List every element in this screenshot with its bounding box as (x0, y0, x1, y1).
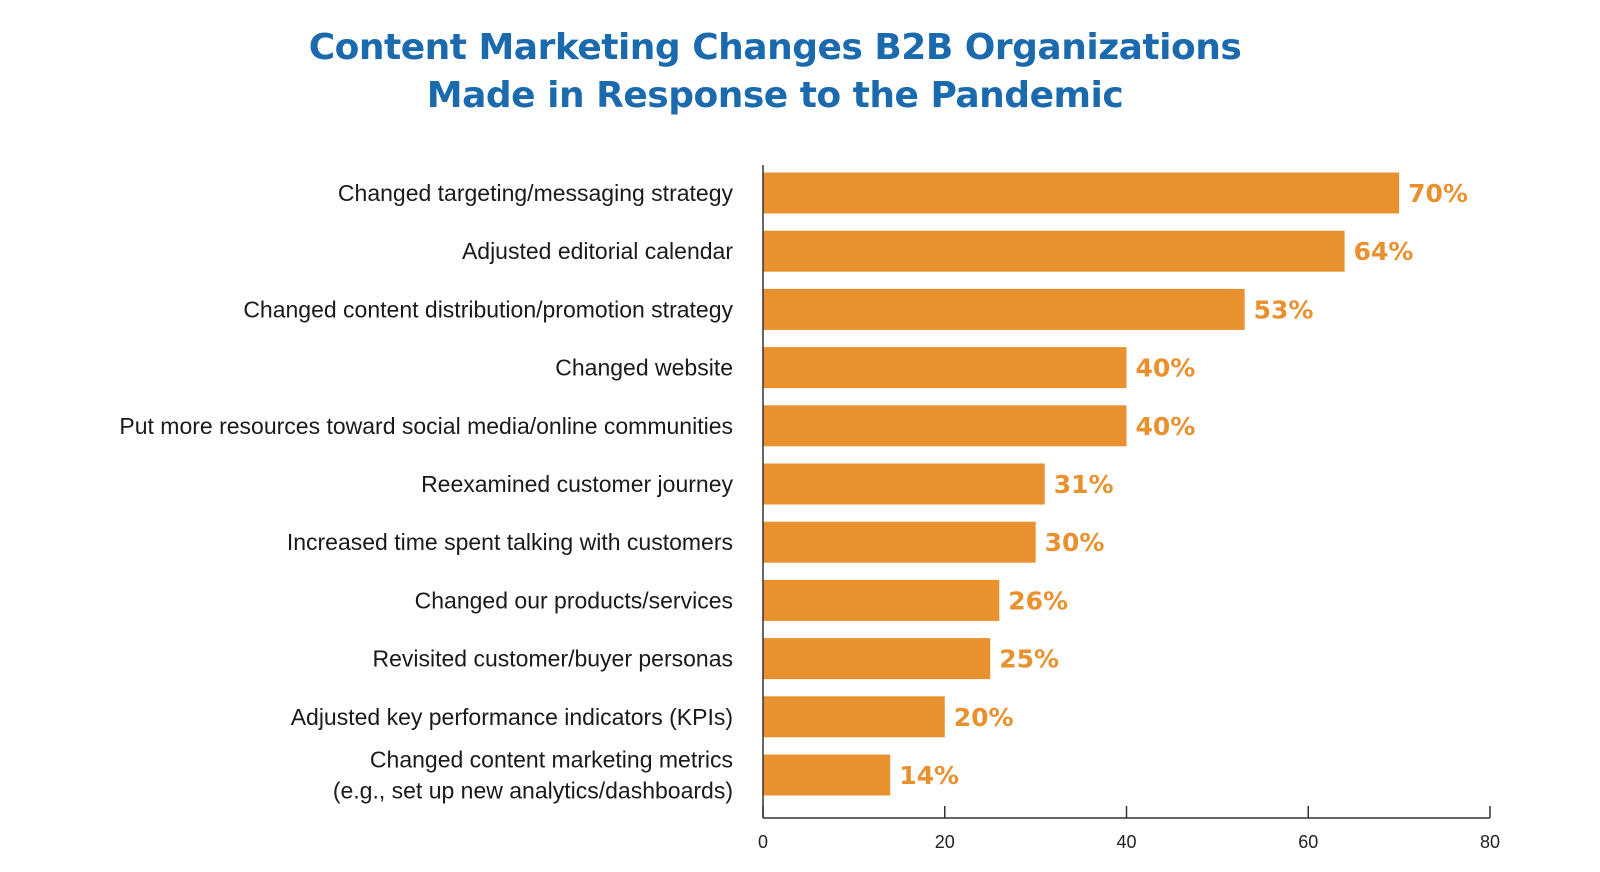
category-label-1: Changed targeting/messaging strategy (338, 180, 734, 206)
category-label-11-line-1: Changed content marketing metrics (370, 747, 733, 773)
x-tick-label-40: 40 (1116, 832, 1136, 852)
category-label-9: Revisited customer/buyer personas (373, 646, 734, 672)
value-label-11: 14% (899, 761, 959, 790)
category-label-10: Adjusted key performance indicators (KPI… (291, 704, 733, 730)
value-label-7: 30% (1045, 528, 1105, 557)
chart-title: Content Marketing Changes B2B Organizati… (0, 24, 1550, 120)
x-tick-label-20: 20 (935, 832, 955, 852)
value-label-4: 40% (1136, 354, 1196, 383)
chart-title-line-2: Made in Response to the Pandemic (426, 75, 1124, 116)
x-tick-label-80: 80 (1480, 832, 1500, 852)
value-label-8: 26% (1008, 586, 1068, 615)
bar-9 (763, 638, 991, 680)
bar-10 (763, 696, 945, 738)
bar-5 (763, 405, 1127, 447)
x-tick-label-0: 0 (758, 832, 768, 852)
category-label-4: Changed website (555, 355, 733, 381)
bar-7 (763, 521, 1036, 563)
category-label-5: Put more resources toward social media/o… (119, 413, 733, 439)
value-label-3: 53% (1254, 295, 1314, 324)
category-labels-group: Changed targeting/messaging strategy Adju… (119, 180, 733, 804)
x-tick-label-60: 60 (1298, 832, 1318, 852)
category-label-7: Increased time spent talking with custom… (287, 529, 733, 555)
bar-1 (763, 172, 1400, 214)
value-label-6: 31% (1054, 470, 1114, 499)
value-label-5: 40% (1136, 412, 1196, 441)
category-label-2: Adjusted editorial calendar (462, 238, 733, 264)
category-label-11-line-2: (e.g., set up new analytics/dashboards) (333, 778, 733, 804)
bar-2 (763, 230, 1345, 272)
bar-4 (763, 347, 1127, 389)
category-label-6: Reexamined customer journey (421, 471, 733, 497)
bar-8 (763, 579, 1000, 621)
x-axis: 0 20 40 60 80 (758, 165, 1500, 852)
value-label-9: 25% (999, 645, 1059, 674)
value-label-2: 64% (1354, 237, 1414, 266)
value-label-1: 70% (1408, 179, 1468, 208)
chart-title-line-1: Content Marketing Changes B2B Organizati… (308, 27, 1242, 68)
bars-group (763, 172, 1400, 796)
value-label-10: 20% (954, 703, 1014, 732)
value-labels-group: 70% 64% 53% 40% 40% 31% 30% 26% 25% 20% 14% (899, 179, 1468, 790)
category-label-3: Changed content distribution/promotion s… (243, 296, 733, 322)
bar-6 (763, 463, 1045, 505)
bar-11 (763, 754, 891, 796)
bar-3 (763, 288, 1245, 330)
category-label-8: Changed our products/services (415, 587, 733, 613)
